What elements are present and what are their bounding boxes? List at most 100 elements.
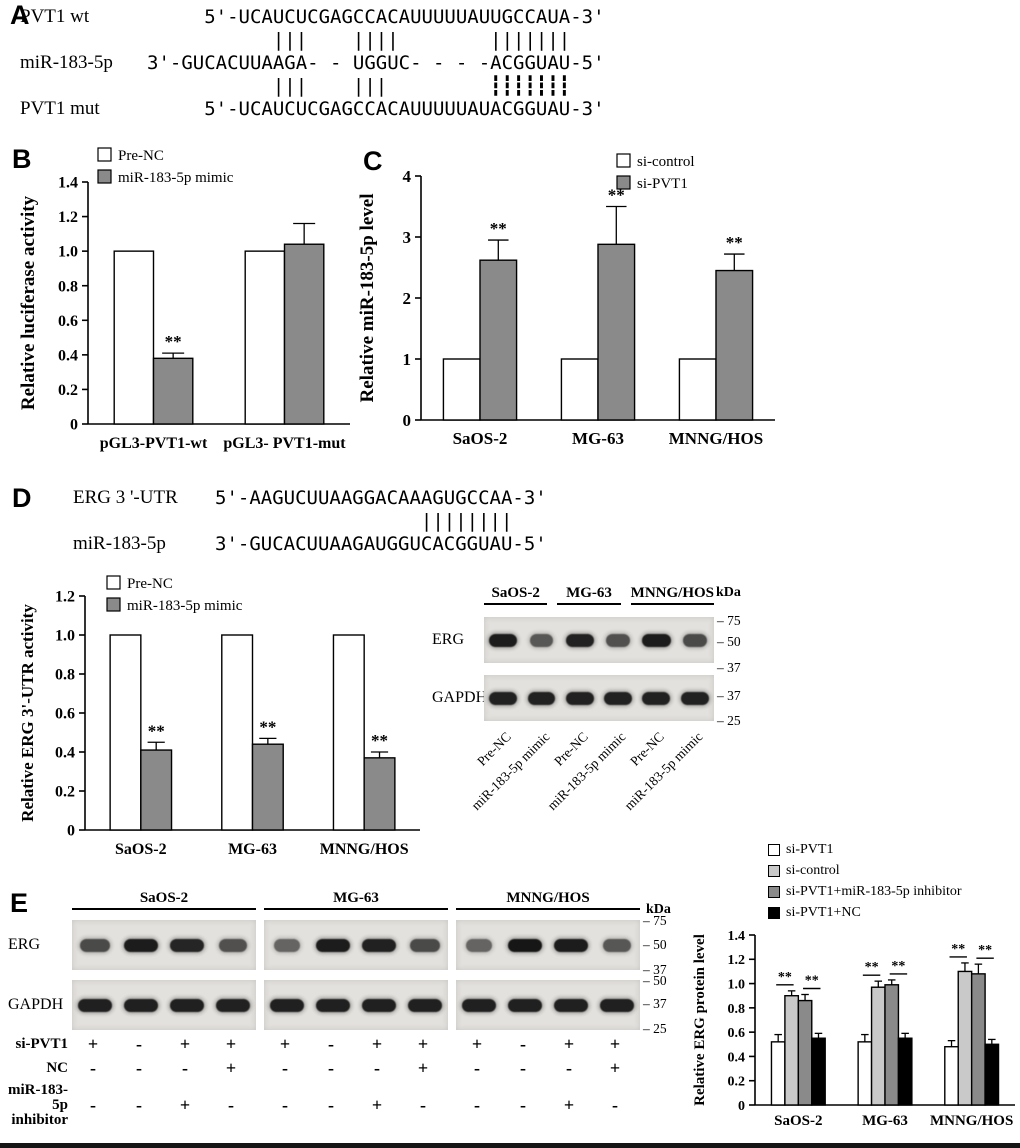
sequence-text: 5'-UCAUCUCGAGCCACAUUUUUAUUGCCAUA-3' [147, 6, 605, 28]
blot-lane [561, 675, 599, 721]
sequence-label: ERG 3 '-UTR [73, 487, 178, 508]
dose-symbol: - [136, 1058, 142, 1078]
dose-symbol: - [420, 1095, 426, 1115]
blot-row-label: ERG [8, 936, 40, 953]
legend-swatch [768, 886, 780, 898]
mw-marker: – 37 [643, 962, 667, 977]
blot-band [410, 938, 440, 952]
blot-band [642, 633, 671, 647]
blot-band [553, 938, 589, 952]
dose-symbol: - [328, 1034, 334, 1054]
dose-symbol: + [471, 1034, 483, 1054]
blot-lane [210, 920, 256, 970]
dose-symbol: - [566, 1058, 572, 1078]
panel-a: A PVT1 wt 5'-UCAUCUCGAGCCACAUUUUUAUUGCCA… [10, 0, 1010, 132]
panel-d-label: D [12, 483, 32, 513]
dose-symbol: - [90, 1058, 96, 1078]
pairing-bars: |||||||| [215, 510, 513, 532]
blot-band [462, 998, 496, 1012]
dose-symbol: - [374, 1058, 380, 1078]
blot-lane [264, 920, 310, 970]
blot-lane [594, 980, 640, 1030]
blot-band [273, 938, 301, 952]
blot-lane [402, 920, 448, 970]
svg-text:**: ** [148, 721, 165, 740]
svg-text:3: 3 [403, 228, 412, 247]
blot-strip [72, 920, 256, 970]
dose-row: NC - - - + - - - + - - - + [8, 1059, 708, 1078]
blot-band [507, 938, 543, 952]
dose-row-label: si-PVT1 [15, 1036, 69, 1052]
svg-text:pGL3-PVT1-wt: pGL3-PVT1-wt [100, 435, 208, 452]
blot-band [124, 998, 158, 1012]
kda-label: kDa [646, 902, 671, 917]
chart-e-svg: 0 0.2 0.4 0.6 0.8 1.0 1.2 1.4 Relative ERG prote… [692, 929, 1015, 1129]
blot-band [362, 998, 396, 1012]
sequence-row: miR-183-5p 3'-GUCACUUAAGAUGGUCACGGUAU-5' [73, 533, 547, 555]
svg-text:0.4: 0.4 [58, 347, 78, 364]
dose-symbol: + [563, 1034, 575, 1054]
svg-text:MNNG/HOS: MNNG/HOS [320, 841, 409, 858]
dose-row: miR-183-5p inhibitor - - + - - - + - - - + - [8, 1083, 708, 1128]
blot-band [508, 998, 542, 1012]
mw-marker: – 50 [717, 634, 741, 650]
svg-text:**: ** [259, 717, 276, 736]
svg-text:**: ** [865, 960, 879, 975]
svg-text:MG-63: MG-63 [572, 429, 624, 448]
svg-text:1.4: 1.4 [728, 929, 746, 944]
chart-luciferase-activity: 0 0.2 0.4 0.6 0.8 1.0 1.2 1.4 Relative luciferas… [12, 142, 358, 487]
blot-lane [456, 920, 502, 970]
blot-strip [72, 980, 256, 1030]
svg-text:Relative miR-183-5p level: Relative miR-183-5p level [357, 194, 378, 403]
blot-lane [599, 617, 637, 663]
dose-symbol: - [612, 1095, 618, 1115]
blot-lane [484, 675, 522, 721]
dose-symbol: + [609, 1058, 621, 1078]
blot-band [216, 998, 250, 1012]
dose-symbol: - [520, 1034, 526, 1054]
svg-text:0.4: 0.4 [55, 745, 75, 762]
blot-band [218, 938, 248, 952]
dose-symbol: + [279, 1034, 291, 1054]
svg-text:**: ** [778, 970, 792, 985]
blot-lane [522, 617, 560, 663]
erg-mir183-alignment: ERG 3 '-UTR 5'-AAGUCUUAAGGACAAAGUGCCAA-3'… [73, 487, 547, 555]
blot-lane [637, 675, 675, 721]
chart-b-svg: 0 0.2 0.4 0.6 0.8 1.0 1.2 1.4 Relative luciferas… [18, 147, 350, 452]
legend-label: si-PVT1 [786, 842, 834, 857]
blot-lane [548, 980, 594, 1030]
blot-strip [264, 980, 448, 1030]
svg-text:pGL3- PVT1-mut: pGL3- PVT1-mut [223, 435, 346, 452]
panel-e-label: E [10, 888, 29, 918]
svg-text:si-PVT1: si-PVT1 [637, 176, 688, 192]
blot-band [123, 938, 159, 952]
blot-lane [548, 920, 594, 970]
blot-row-label: ERG [432, 631, 464, 648]
svg-text:**: ** [805, 974, 819, 989]
sequence-label: miR-183-5p [73, 533, 166, 554]
svg-text:Pre-NC: Pre-NC [127, 576, 173, 592]
sequence-text: 3'-GUCACUUAAGAUGGUCACGGUAU-5' [215, 533, 547, 555]
dose-symbol: - [136, 1095, 142, 1115]
svg-text:miR-183-5p mimic: miR-183-5p mimic [127, 598, 243, 614]
panel-e-blot-wrap: E SaOS-2 MG-63 MNNG/HOS kDa ERG – 75– 50– 37 G… [8, 880, 713, 1144]
dose-symbol: - [328, 1058, 334, 1078]
blot-band [680, 691, 709, 705]
svg-text:**: ** [978, 943, 992, 958]
blot-band [642, 691, 671, 705]
dose-symbol: - [90, 1095, 96, 1115]
chart-mir183-level: 0 1 2 3 4 Relative miR-183-5p level SaOS-2 MG-6… [355, 140, 785, 487]
svg-text:1.2: 1.2 [58, 209, 78, 226]
mw-marker: – 37 [717, 687, 741, 703]
sequence-label: PVT1 wt [20, 6, 90, 27]
blot-lane [72, 920, 118, 970]
dose-symbol: + [371, 1034, 383, 1054]
sequence-label: miR-183-5p [20, 52, 113, 73]
svg-text:1.0: 1.0 [58, 244, 78, 261]
blot-band [602, 938, 632, 952]
dose-symbol: + [417, 1034, 429, 1054]
blot-band [408, 998, 442, 1012]
sequence-label: PVT1 mut [20, 98, 100, 119]
blot-group-label: SaOS-2 [484, 585, 548, 605]
svg-text:si-control: si-control [637, 154, 695, 170]
